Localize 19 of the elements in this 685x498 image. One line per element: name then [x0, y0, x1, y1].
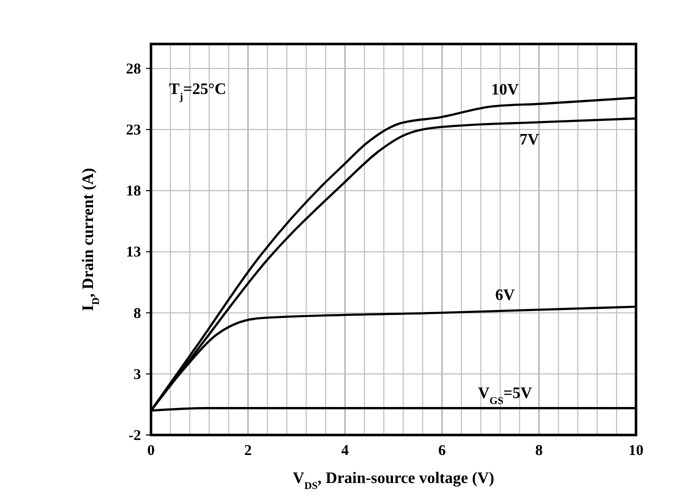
- y-tick-label: 13: [126, 244, 141, 261]
- y-tick-label: 3: [134, 366, 141, 383]
- x-tick-label: 6: [438, 443, 446, 459]
- y-tick-label: -2: [128, 428, 141, 444]
- x-tick-label: 2: [244, 443, 252, 459]
- x-axis-title: V$_{DS}$, Drain-source voltage (V): [292, 470, 494, 492]
- x-tick-label: 8: [535, 443, 543, 459]
- x-tick-label: 4: [341, 443, 350, 459]
- y-tick-label: 18: [126, 184, 141, 200]
- y-tick-label: 8: [134, 306, 141, 322]
- series-label: 10V: [491, 81, 520, 98]
- series-label: 6V: [495, 287, 516, 304]
- x-tick-label: 0: [147, 443, 155, 459]
- y-tick-label: 28: [126, 61, 141, 78]
- y-tick-label: 23: [126, 122, 141, 139]
- series-label: 7V: [520, 132, 540, 149]
- annotation: T$_{j}$=25°C: [169, 81, 226, 102]
- series-label: V$_{GS}$=5V: [478, 385, 533, 407]
- x-tick-label: 10: [628, 443, 644, 459]
